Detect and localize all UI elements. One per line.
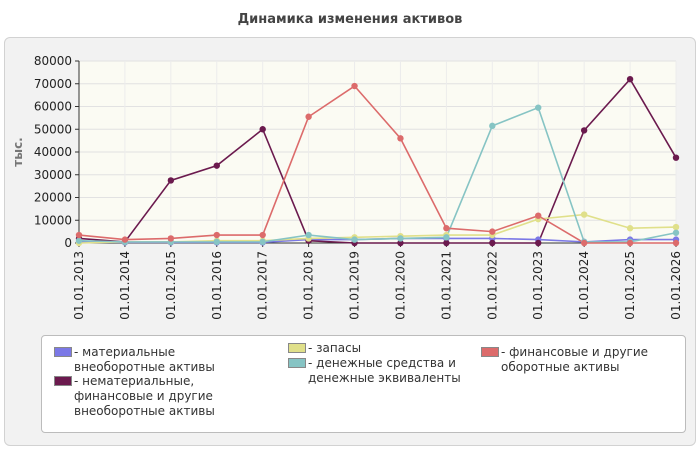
data-point-series-4: [397, 235, 404, 242]
data-point-series-2: [580, 127, 588, 134]
data-point-series-4: [672, 229, 680, 236]
data-point-series-4: [535, 104, 542, 111]
x-tick-label: 01.01.2026: [669, 251, 683, 320]
data-point-series-4: [305, 231, 312, 239]
y-tick-label: 10000: [34, 213, 72, 227]
data-point-series-5: [397, 135, 404, 142]
data-point-series-4: [443, 234, 450, 241]
x-tick-label: 01.01.2023: [531, 251, 545, 320]
legend-swatch: [54, 347, 72, 357]
data-point-series-4: [259, 238, 266, 246]
data-point-series-2: [259, 126, 266, 133]
data-point-series-5: [443, 225, 450, 232]
series-line-5: [78, 84, 676, 244]
data-point-series-5: [351, 82, 358, 90]
legend-swatch: [54, 376, 72, 386]
legend-label: - нематериальные, финансовые и другие вн…: [74, 374, 215, 418]
y-tick-label: 0: [64, 236, 72, 250]
data-point-series-5: [626, 239, 634, 247]
data-point-series-3: [672, 223, 680, 231]
x-tick-label: 01.01.2014: [118, 251, 132, 320]
data-point-series-3: [580, 211, 588, 218]
x-tick-label: 01.01.2016: [210, 251, 224, 320]
x-tick-label: 01.01.2019: [348, 251, 362, 320]
y-tick-label: 60000: [34, 100, 72, 114]
legend-swatch: [288, 358, 306, 368]
data-point-series-5: [305, 113, 312, 120]
data-point-series-2: [535, 239, 542, 247]
y-tick-label: 50000: [34, 122, 72, 136]
data-point-series-2: [626, 76, 634, 83]
series-line-4: [78, 106, 677, 243]
data-point-series-4: [75, 237, 83, 244]
data-point-series-4: [489, 122, 496, 130]
y-tick-label: 30000: [34, 168, 72, 182]
x-tick-label: 01.01.2017: [256, 251, 270, 320]
series-line-2: [78, 77, 677, 244]
x-tick-label: 01.01.2020: [393, 251, 407, 320]
data-point-series-5: [167, 235, 175, 242]
x-tick-label: 01.01.2025: [623, 251, 637, 320]
y-axis-label: тыс.: [11, 137, 25, 166]
x-tick-label: 01.01.2018: [302, 251, 316, 320]
data-point-series-2: [443, 239, 450, 247]
data-point-series-5: [672, 239, 680, 247]
x-tick-label: 01.01.2015: [164, 251, 178, 320]
data-point-series-5: [259, 231, 266, 239]
chart-title: Динамика изменения активов: [237, 12, 463, 27]
legend-swatch: [288, 343, 306, 353]
chart-legend: - материальные внеоборотные активы - нема…: [41, 335, 686, 433]
y-tick-label: 80000: [34, 54, 72, 68]
data-point-series-5: [213, 231, 220, 239]
legend-label: - денежные средства и денежные эквивален…: [308, 356, 461, 385]
data-point-series-2: [672, 154, 680, 161]
data-point-series-5: [535, 212, 542, 219]
legend-label: - запасы: [308, 341, 362, 355]
data-point-series-4: [351, 236, 358, 243]
data-point-series-5: [580, 239, 588, 247]
data-point-series-2: [167, 177, 175, 184]
data-point-series-4: [213, 238, 220, 246]
data-point-series-2: [397, 239, 404, 247]
legend-label: - финансовые и другие оборотные активы: [501, 345, 649, 374]
y-tick-label: 40000: [34, 145, 72, 159]
x-tick-label: 01.01.2024: [577, 251, 591, 320]
data-point-series-5: [489, 228, 496, 235]
legend-label: - материальные внеоборотные активы: [74, 345, 215, 374]
legend-swatch: [481, 347, 499, 357]
data-point-series-5: [75, 231, 83, 239]
y-tick-label: 70000: [34, 77, 72, 91]
data-point-series-3: [626, 225, 634, 232]
y-tick-label: 20000: [34, 191, 72, 205]
x-tick-label: 01.01.2022: [485, 251, 499, 320]
x-tick-label: 01.01.2021: [439, 251, 453, 320]
data-point-series-2: [213, 162, 220, 169]
data-point-series-2: [489, 239, 496, 247]
x-tick-label: 01.01.2013: [72, 251, 86, 320]
data-point-series-5: [121, 236, 129, 243]
